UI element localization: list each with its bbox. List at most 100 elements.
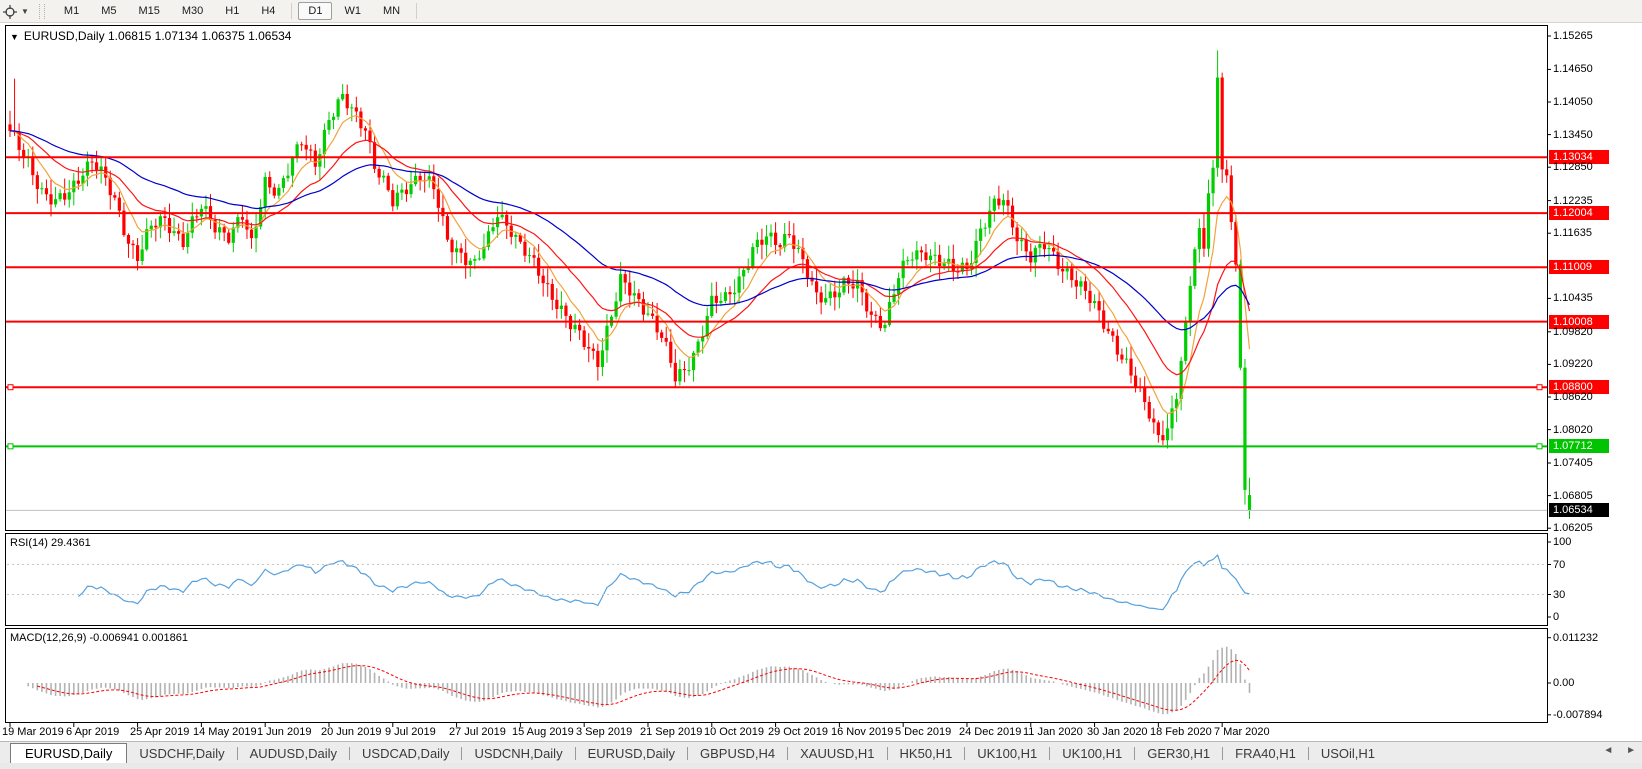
- timeframe-button-MN[interactable]: MN: [382, 5, 401, 17]
- date-axis-label: 14 May 2019: [193, 726, 257, 738]
- timeframe-button-M15[interactable]: M15: [138, 5, 160, 17]
- date-axis-label: 3 Sep 2019: [576, 726, 633, 738]
- macd-label: MACD(12,26,9) -0.006941 0.001861: [10, 632, 188, 644]
- price-axis-tick: 1.08620: [1553, 391, 1593, 403]
- window-menu-icon[interactable]: ▼: [10, 32, 19, 42]
- date-axis-label: 11 Jan 2020: [1023, 726, 1083, 738]
- price-axis-tick: 1.14050: [1553, 96, 1593, 108]
- date-axis-label: 7 Mar 2020: [1214, 726, 1270, 738]
- date-axis-label: 30 Jan 2020: [1087, 726, 1148, 738]
- macd-axis-tick: 0.00: [1553, 677, 1575, 689]
- rsi-axis-tick: 0: [1553, 611, 1560, 623]
- rsi-axis-tick: 30: [1553, 588, 1566, 601]
- timeframe-button-W1[interactable]: W1: [344, 5, 361, 17]
- tab-separator: [349, 746, 351, 760]
- tab-scroll-left-icon[interactable]: ◄: [1603, 745, 1614, 756]
- price-axis-tick: 1.12235: [1553, 194, 1593, 207]
- level-price-label: 1.13034: [1549, 150, 1609, 165]
- price-axis-tick: 1.09220: [1553, 358, 1593, 371]
- chart-tab-EURUSD-Daily[interactable]: EURUSD,Daily: [587, 745, 675, 761]
- crosshair-icon: [3, 4, 17, 19]
- chart-tab-GER30-H1[interactable]: GER30,H1: [1147, 745, 1211, 761]
- timeframe-button-D1[interactable]: D1: [298, 2, 333, 20]
- chart-tab-UK100-H1[interactable]: UK100,H1: [1062, 745, 1123, 761]
- chart-tab-EURUSD-Daily[interactable]: EURUSD,Daily: [10, 742, 128, 764]
- current-price-label: 1.06534: [1549, 503, 1609, 518]
- tab-separator: [1307, 746, 1309, 760]
- price-axis-tick: 1.12850: [1553, 161, 1593, 174]
- date-axis-label: 29 Oct 2019: [768, 726, 828, 738]
- crosshair-tool-icon[interactable]: ▼: [3, 4, 29, 19]
- price-axis-tick: 1.06205: [1553, 522, 1593, 535]
- macd-indicator-panel[interactable]: [5, 628, 1548, 723]
- price-axis-tick: 1.11635: [1553, 227, 1592, 240]
- timeframe-button-H4[interactable]: H4: [261, 5, 276, 17]
- main-price-chart-panel[interactable]: [5, 25, 1548, 531]
- timeframe-button-H1[interactable]: H1: [225, 5, 240, 17]
- chart-symbol-label: EURUSD,Daily: [23, 29, 105, 43]
- tab-separator: [1134, 746, 1136, 760]
- price-axis-tick: 1.06805: [1553, 489, 1593, 502]
- tab-separator: [1222, 746, 1224, 760]
- price-axis-tick: 1.13450: [1553, 128, 1593, 141]
- price-axis-tick: 1.15265: [1553, 30, 1593, 42]
- rsi-label: RSI(14) 29.4361: [10, 537, 91, 549]
- chart-tab-GBPUSD-H4[interactable]: GBPUSD,H4: [699, 745, 776, 761]
- chart-tab-FRA40-H1[interactable]: FRA40,H1: [1235, 745, 1296, 761]
- level-price-label: 1.12004: [1549, 206, 1609, 221]
- price-axis-tick: 1.07405: [1553, 457, 1593, 469]
- date-axis-label: 1 Jun 2019: [257, 726, 312, 738]
- tab-separator: [236, 746, 238, 760]
- chart-ohlc-values: 1.06815 1.07134 1.06375 1.06534: [107, 29, 292, 43]
- level-price-label: 1.08800: [1549, 380, 1609, 395]
- tab-separator: [461, 746, 463, 760]
- rsi-axis-tick: 70: [1553, 558, 1566, 571]
- date-axis-label: 19 Mar 2019: [2, 726, 64, 738]
- tab-separator: [686, 746, 688, 760]
- timeframe-buttons: M1 M5 M15 M30 H1 H4 D1 W1 MN: [53, 2, 422, 20]
- timeframe-button-M30[interactable]: M30: [181, 5, 204, 17]
- tab-separator: [574, 746, 576, 760]
- tab-separator: [964, 746, 966, 760]
- timeframe-button-M1[interactable]: M1: [63, 5, 80, 17]
- chart-tab-XAUUSD-H1[interactable]: XAUUSD,H1: [800, 745, 875, 761]
- chart-title: ▼ EURUSD,Daily 1.06815 1.07134 1.06375 1.…: [10, 29, 291, 43]
- tab-separator: [787, 746, 789, 760]
- rsi-indicator-panel[interactable]: [5, 533, 1548, 626]
- tab-scroll-right-icon[interactable]: ►: [1626, 745, 1636, 756]
- chart-tab-UK100-H1[interactable]: UK100,H1: [977, 745, 1038, 761]
- macd-axis-tick: 0.011232: [1553, 631, 1599, 644]
- chart-tab-USDCHF-Daily[interactable]: USDCHF,Daily: [139, 745, 225, 761]
- date-axis-label: 25 Apr 2019: [130, 726, 190, 738]
- chart-tab-HK50-H1[interactable]: HK50,H1: [899, 745, 953, 761]
- timeframe-toolbar: ▼ M1 M5 M15 M30 H1 H4 D1 W1 MN: [0, 0, 1642, 23]
- toolbar-separator: [291, 3, 293, 19]
- toolbar-separator: [416, 3, 418, 19]
- price-axis-tick: 1.10435: [1553, 292, 1593, 305]
- price-axis-tick: 1.08020: [1553, 423, 1593, 436]
- level-price-label: 1.10008: [1549, 314, 1609, 329]
- chart-tab-USDCNH-Daily[interactable]: USDCNH,Daily: [474, 745, 563, 761]
- toolbar-grip-handle[interactable]: [38, 3, 45, 19]
- chart-tab-USOil-H1[interactable]: USOil,H1: [1320, 745, 1376, 761]
- price-axis-tick: 1.09820: [1553, 325, 1593, 338]
- chevron-down-icon[interactable]: ▼: [21, 6, 29, 16]
- date-axis-label: 16 Nov 2019: [831, 726, 894, 738]
- date-axis-label: 15 Aug 2019: [512, 726, 574, 738]
- date-axis-label: 5 Dec 2019: [895, 726, 952, 738]
- date-axis-label: 27 Jul 2019: [449, 726, 506, 738]
- date-axis-label: 24 Dec 2019: [959, 726, 1022, 738]
- rsi-axis-tick: 100: [1553, 536, 1572, 548]
- chart-tab-AUDUSD-Daily[interactable]: AUDUSD,Daily: [249, 745, 338, 761]
- chart-tab-USDCAD-Daily[interactable]: USDCAD,Daily: [362, 745, 450, 761]
- tab-separator: [1049, 746, 1051, 760]
- tab-scroll-arrows: ◄ ►: [1593, 745, 1636, 756]
- level-price-label: 1.07712: [1549, 439, 1609, 454]
- timeframe-button-M5[interactable]: M5: [101, 5, 117, 17]
- date-axis-label: 20 Jun 2019: [321, 726, 382, 738]
- date-axis-label: 21 Sep 2019: [640, 726, 703, 738]
- price-axis-tick: 1.14650: [1553, 63, 1593, 76]
- date-axis-label: 9 Jul 2019: [385, 726, 436, 738]
- tab-separator: [886, 746, 888, 760]
